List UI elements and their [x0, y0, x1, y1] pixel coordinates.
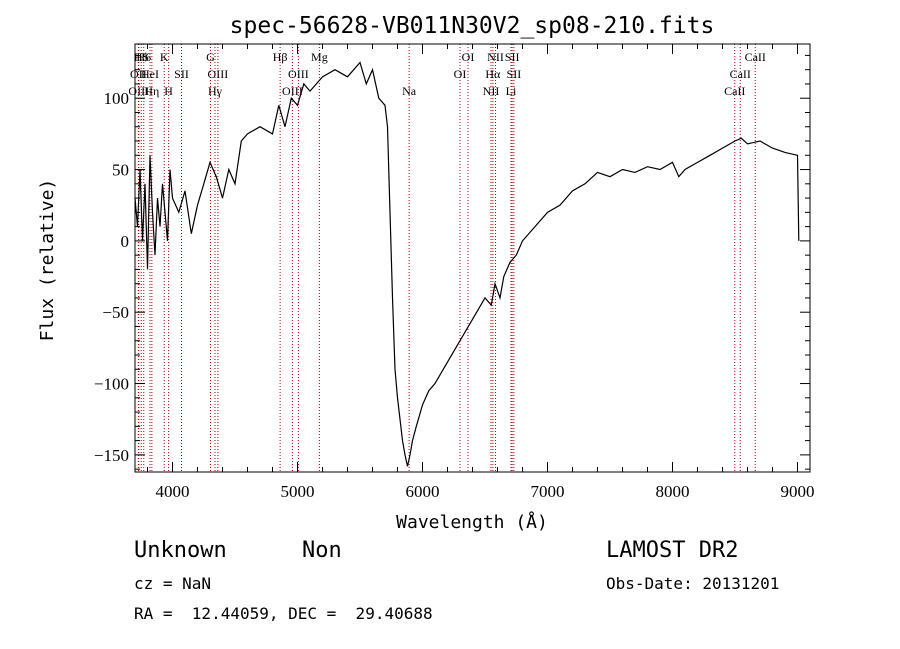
y-tick-label-4: 50	[112, 161, 129, 180]
line-marker-label-24: Li	[506, 84, 517, 98]
line-marker-label-16: Na	[402, 84, 417, 98]
y-tick-label-1: −100	[94, 375, 129, 394]
line-marker-label-4: OIII	[128, 84, 149, 98]
x-tick-label-0: 4000	[156, 482, 190, 501]
line-marker-label-12: Hβ	[273, 50, 288, 64]
line-marker-label-26: CaII	[730, 67, 751, 81]
spectrum-line-0	[134, 61, 800, 467]
line-marker-label-17: OI	[462, 50, 475, 64]
line-marker-label-3: HeI	[141, 67, 159, 81]
spectral-line-labels: H$H6OIIHeIOIIIHηKSIIHGOIIIHγHβOIIIOIIIMg…	[128, 50, 765, 98]
y-tick-label-3: 0	[121, 232, 130, 251]
line-marker-label-27: CaII	[724, 84, 745, 98]
y-tick-label-2: −50	[102, 303, 129, 322]
y-tick-label-5: 100	[104, 89, 130, 108]
line-marker-label-18: OI	[454, 67, 467, 81]
line-marker-label-25: CaII	[745, 50, 766, 64]
line-marker-label-9: G	[206, 50, 215, 64]
spectral-line-markers	[137, 44, 756, 472]
y-axis-label: Flux (relative)	[37, 179, 58, 342]
line-marker-label-7: SII	[174, 67, 189, 81]
plot-frame	[134, 43, 811, 473]
redshift-label: cz = NaN	[134, 574, 212, 593]
x-tick-label-1: 5000	[281, 482, 315, 501]
axis-ticks: 4000 5000 6000 7000 8000 9000 −150 −100 −50 0 50 10…	[94, 44, 815, 501]
spectrum-series	[134, 61, 800, 467]
coordinates-label: RA = 12.44059, DEC = 29.40688	[134, 604, 433, 623]
line-marker-label-22: SII	[505, 50, 520, 64]
x-tick-label-2: 6000	[406, 482, 440, 501]
line-marker-label-13: OIII	[288, 67, 309, 81]
survey-label: LAMOST DR2	[606, 538, 739, 563]
line-marker-label-15: Mg	[311, 50, 328, 64]
line-marker-label-11: Hγ	[208, 84, 223, 98]
line-marker-label-2: OII	[130, 67, 147, 81]
line-marker-label-20: Hα	[485, 67, 501, 81]
y-tick-label-0: −150	[94, 446, 129, 465]
x-tick-label-5: 9000	[781, 482, 815, 501]
chart-title: spec-56628-VB011N30V2_sp08-210.fits	[230, 13, 715, 39]
x-tick-label-4: 8000	[656, 482, 690, 501]
line-marker-label-10: OIII	[208, 67, 229, 81]
x-axis-label: Wavelength (Å)	[396, 511, 548, 533]
line-marker-label-19: NII	[487, 50, 504, 64]
subclass-label: Non	[302, 538, 342, 563]
spectrum-chart: spec-56628-VB011N30V2_sp08-210.fits 4000…	[37, 13, 815, 533]
line-marker-label-8: H	[164, 84, 173, 98]
classification-label: Unknown	[134, 538, 227, 563]
line-marker-label-1: H6	[136, 50, 151, 64]
line-marker-label-14: OIII	[282, 84, 303, 98]
line-marker-label-0: H$	[134, 50, 149, 64]
line-marker-label-6: K	[160, 50, 169, 64]
line-marker-label-21: NII	[483, 84, 500, 98]
line-marker-label-5: Hη	[144, 84, 159, 98]
obs-date-label: Obs-Date: 20131201	[606, 574, 780, 593]
line-marker-label-23: SII	[507, 67, 522, 81]
x-tick-label-3: 7000	[531, 482, 565, 501]
